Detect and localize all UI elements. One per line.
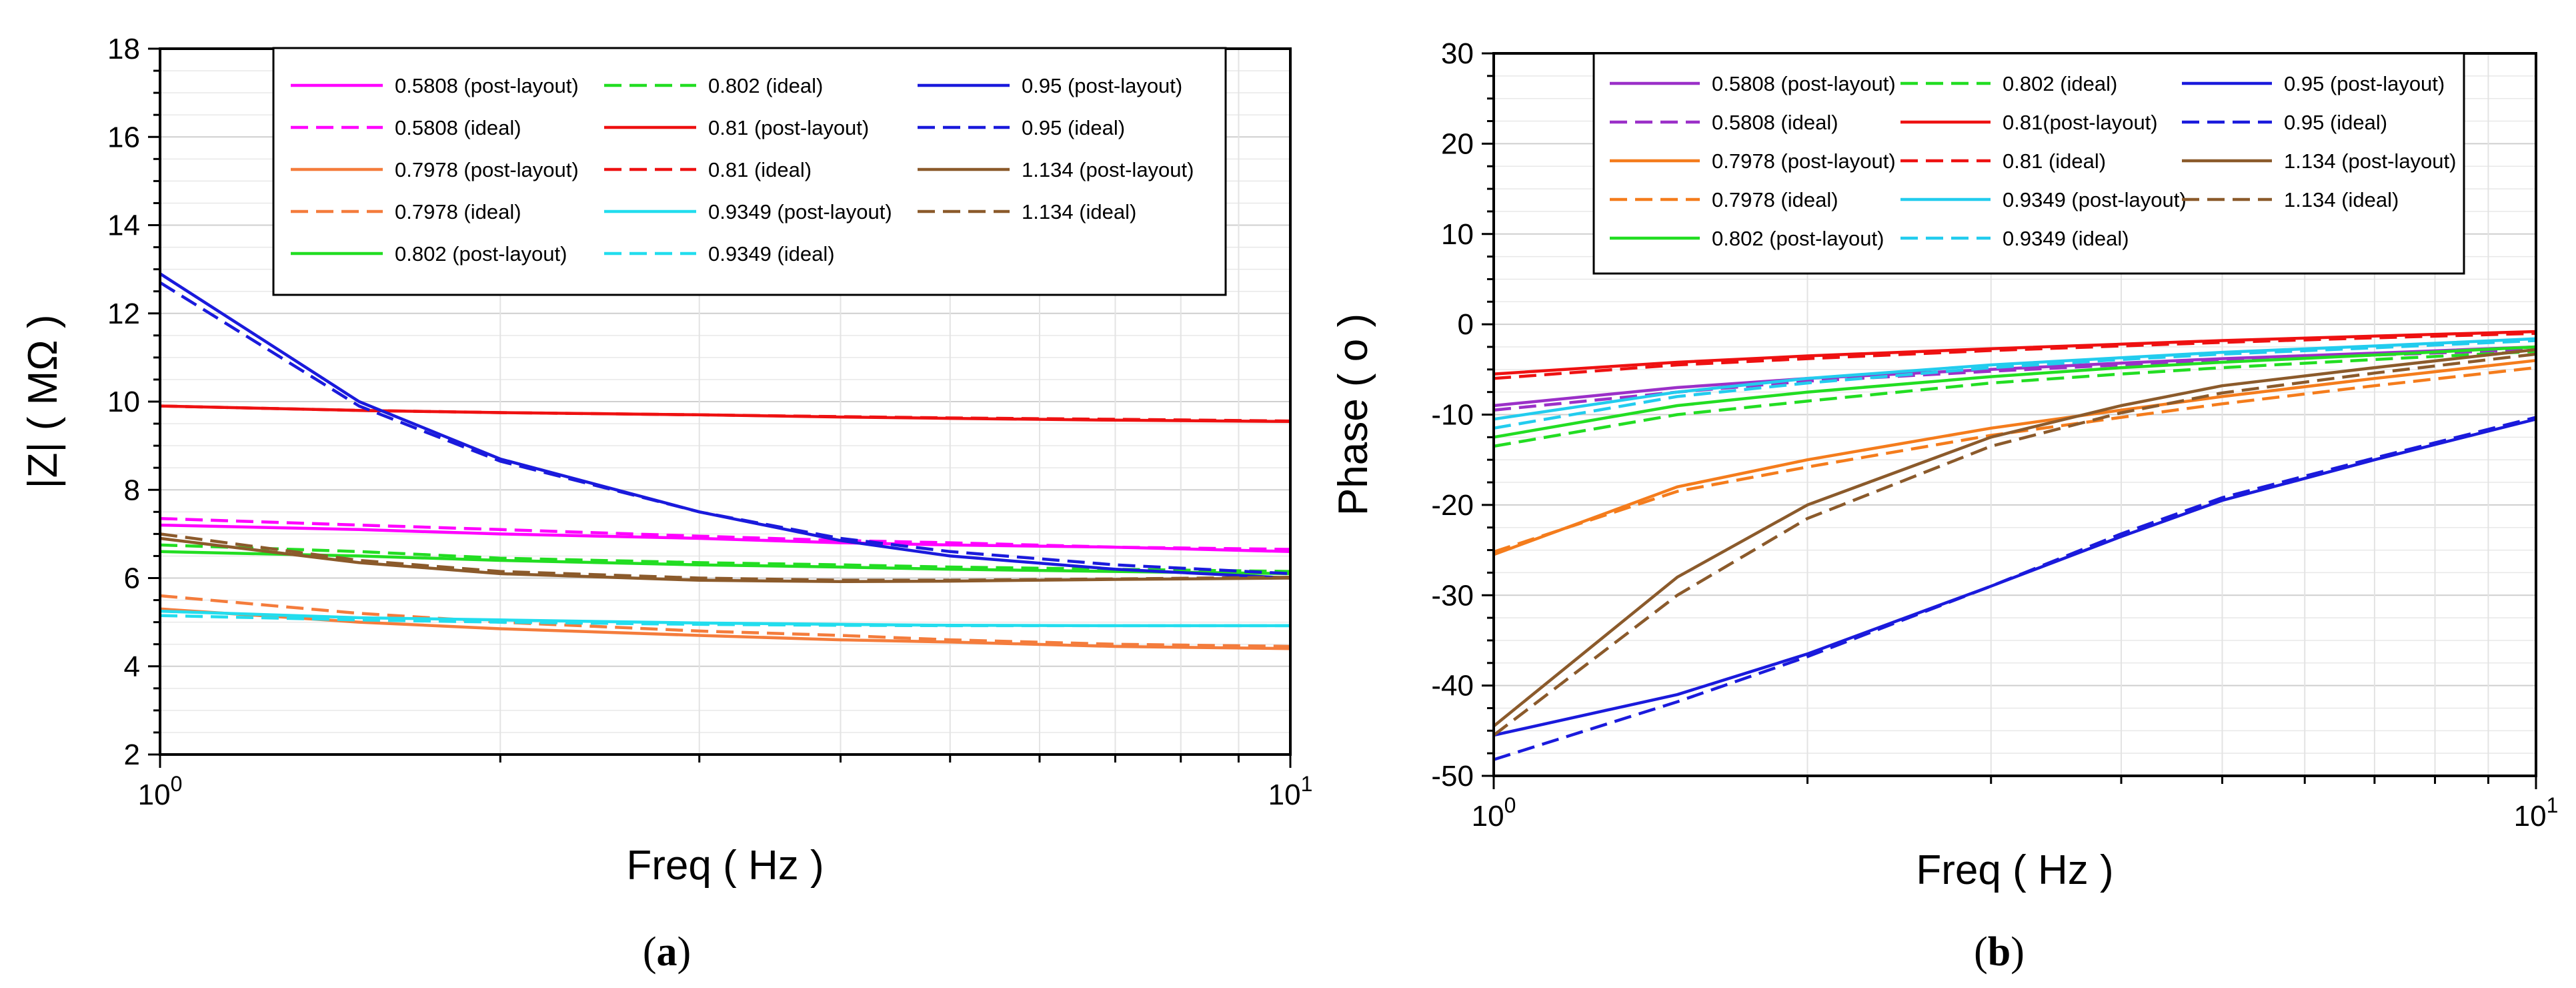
panel-b-legend-label-2: 0.7978 (post-layout) [1712,149,1896,173]
panel-a-series-line-1 [159,516,1291,551]
panel-b-legend-label-3: 0.7978 (ideal) [1712,188,1838,211]
panel-a-legend-label-7: 0.81 (ideal) [708,158,812,181]
panel-b-series-line-13 [1492,352,2537,736]
panel-b-legend-label-10: 0.95 (post-layout) [2284,72,2445,95]
caption-b-letter: b [1988,929,2011,975]
panel-b-y-tick-label: -50 [1431,760,1474,793]
panel-b-legend-label-6: 0.81(post-layout) [2003,111,2158,134]
caption-b: (b) [1974,929,2025,975]
panel-b-x-tick-label: 100 [1472,793,1516,833]
panel-a-legend-label-11: 0.95 (ideal) [1022,116,1125,139]
panel-a-series-line-11 [159,281,1291,576]
panel-a-y-tick-label: 10 [107,386,140,418]
panel-b-y-tick-label: 30 [1441,37,1474,70]
panel-a-series-line-12 [159,536,1291,584]
panel-b-legend-label-7: 0.81 (ideal) [2003,149,2106,173]
panel-b-series-line-12 [1492,348,2537,728]
panel-b-legend-box [1592,52,2465,275]
panel-a-legend-label-13: 1.134 (ideal) [1022,200,1136,223]
panel-a-legend-label-3: 0.7978 (ideal) [395,200,521,223]
panel-b-y-tick-label: 0 [1458,308,1474,341]
panel-a-legend-label-8: 0.9349 (post-layout) [708,200,892,223]
panel-b-legend-label-12: 1.134 (post-layout) [2284,149,2456,173]
panel-a-x-tick-label: 100 [138,772,183,811]
panel-a-series-line-3 [159,594,1291,648]
panel-a-y-tick-label: 12 [107,298,140,330]
panel-b-y-tick-label: -20 [1431,489,1474,522]
panel-a-legend-box [272,47,1227,296]
panel-b-series-line-8 [1493,337,2537,421]
panel-a-x-tick-exponent: 0 [171,772,183,796]
panel-b-x-tick-exponent: 0 [1504,793,1516,817]
panel-a-legend-label-9: 0.9349 (ideal) [708,242,835,266]
panel-b-series-line-5 [1493,350,2537,448]
panel-b-series-line-4 [1493,345,2537,439]
panel-b-y-tick-label: 20 [1441,127,1474,160]
panel-b-legend-label-11: 0.95 (ideal) [2284,111,2387,134]
panel-a-legend-label-10: 0.95 (post-layout) [1022,74,1182,97]
panel-a-legend-label-2: 0.7978 (post-layout) [395,158,579,181]
panel-a-series-line-5 [159,543,1291,573]
panel-b-legend-label-5: 0.802 (ideal) [2003,72,2117,95]
panel-b-legend-label-9: 0.9349 (ideal) [2003,227,2129,250]
panel-a-legend-label-5: 0.802 (ideal) [708,74,823,97]
panel-a-y-axis-title: |Z| ( MΩ ) [20,314,66,488]
panel-a-x-tick-base: 10 [138,779,171,811]
panel-a-y-tick-label: 18 [107,33,140,65]
panel-b-legend-label-4: 0.802 (post-layout) [1712,227,1884,250]
panel-a-series-line-13 [159,532,1291,582]
panel-a-y-tick-label: 16 [107,121,140,153]
panel-b-x-tick-label: 101 [2514,793,2559,833]
panel-a-y-tick-label: 8 [124,474,140,506]
panel-b-y-axis-title: Phase ( o ) [1330,314,1376,516]
caption-a-letter: a [657,929,678,975]
panel-b-legend-label-0: 0.5808 (post-layout) [1712,72,1896,95]
panel-b-y-tick-label: -30 [1431,579,1474,612]
panel-b-series-line-6 [1493,330,2537,376]
panel-b-legend-label-1: 0.5808 (ideal) [1712,111,1838,134]
panel-b-series-line-11 [1493,416,2537,761]
panel-b-legend-label-13: 1.134 (ideal) [2284,188,2399,211]
panel-a-legend-label-6: 0.81 (post-layout) [708,116,869,139]
panel-a-legend-label-1: 0.5808 (ideal) [395,116,521,139]
caption-a: (a) [643,929,691,975]
panel-b-legend-label-8: 0.9349 (post-layout) [2003,188,2187,211]
panel-b-series-line-3 [1493,366,2537,554]
panel-b-series-line-9 [1493,339,2537,430]
panel-b-series-line-7 [1493,332,2537,380]
panel-b-series-line-2 [1493,359,2537,556]
panel-a-x-tick-base: 10 [1268,779,1301,811]
panel-b-y-tick-label: -40 [1431,670,1474,702]
panel-a-y-tick-label: 14 [107,209,140,242]
panel-a-series-line-4 [159,550,1291,576]
panel-a-legend-label-0: 0.5808 (post-layout) [395,74,579,97]
panel-a-y-tick-label: 2 [124,738,140,771]
panel-a-series-line-7 [159,404,1291,423]
panel-a-legend-label-12: 1.134 (post-layout) [1022,158,1194,181]
panel-b-series-line-0 [1493,345,2537,408]
panel-a-y-tick-label: 4 [124,650,140,683]
panel-b-x-tick-exponent: 1 [2547,793,2559,817]
panel-a-y-tick-label: 6 [124,562,140,595]
panel-a-legend-label-4: 0.802 (post-layout) [395,242,567,266]
panel-b-y-tick-label: -10 [1431,399,1474,432]
panel-b-x-tick-base: 10 [1472,800,1504,833]
panel-b-x-axis-title: Freq ( Hz ) [1916,847,2113,893]
panel-a-series-line-9 [159,614,1290,628]
panel-a-x-tick-exponent: 1 [1301,772,1313,796]
panel-b-y-tick-label: 10 [1441,218,1474,251]
panel-a-series-line-2 [159,607,1291,650]
panel-a-x-axis-title: Freq ( Hz ) [626,843,824,889]
panel-b-x-tick-base: 10 [2514,800,2547,833]
panel-a-x-tick-label: 101 [1268,772,1313,811]
